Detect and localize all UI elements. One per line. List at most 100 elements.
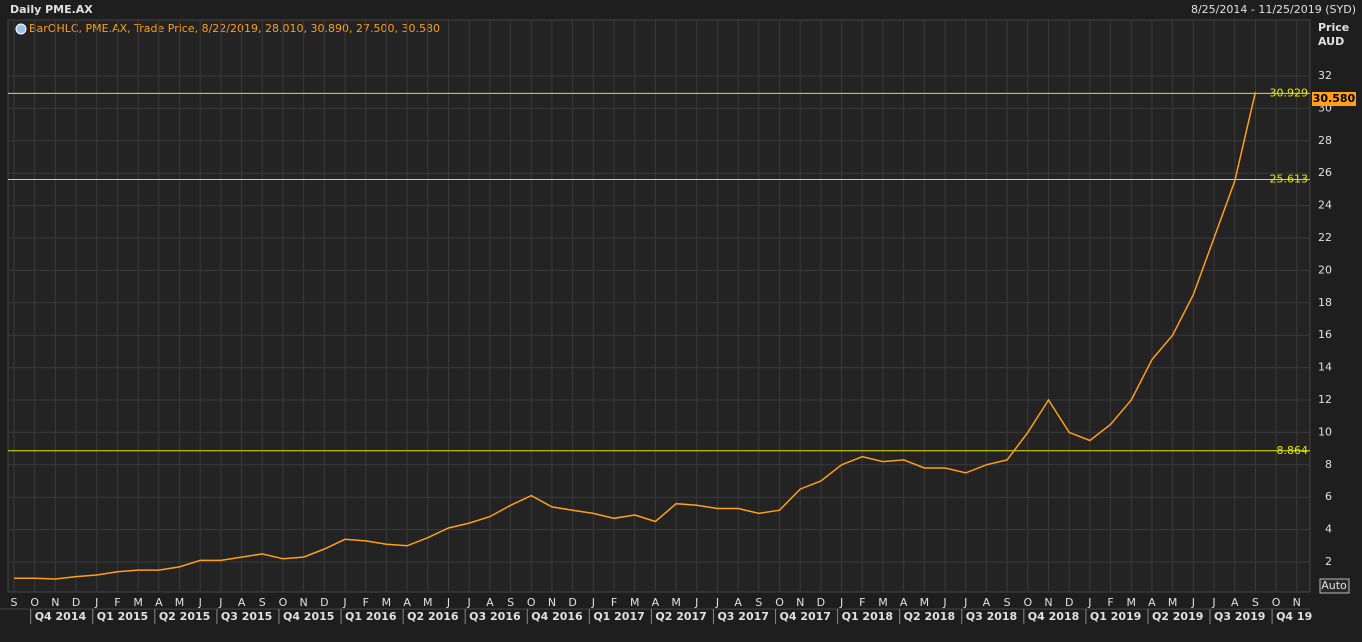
x-tick-label: D bbox=[320, 596, 328, 609]
y-tick-label: 18 bbox=[1318, 296, 1332, 309]
x-tick-label: A bbox=[983, 596, 991, 609]
x-tick-label: D bbox=[1065, 596, 1073, 609]
quarter-label: Q2 2018 bbox=[904, 610, 955, 623]
x-tick-label: J bbox=[963, 596, 967, 609]
reference-label: 8.864 bbox=[1277, 444, 1309, 457]
x-tick-label: M bbox=[1168, 596, 1178, 609]
price-line bbox=[14, 92, 1257, 580]
y-axis-label: Price bbox=[1318, 21, 1349, 34]
x-tick-label: F bbox=[611, 596, 617, 609]
x-tick-label: D bbox=[568, 596, 576, 609]
x-tick-label: J bbox=[942, 596, 946, 609]
quarter-label: Q4 2014 bbox=[35, 610, 87, 623]
x-tick-label: O bbox=[279, 596, 288, 609]
x-tick-label: J bbox=[591, 596, 595, 609]
quarter-label: Q4 2017 bbox=[780, 610, 831, 623]
x-tick-label: S bbox=[507, 596, 514, 609]
quarter-label: Q4 2015 bbox=[283, 610, 334, 623]
x-tick-label: M bbox=[630, 596, 640, 609]
x-tick-label: S bbox=[11, 596, 18, 609]
x-tick-label: M bbox=[423, 596, 433, 609]
x-tick-label: M bbox=[175, 596, 185, 609]
quarter-label: Q2 2015 bbox=[159, 610, 210, 623]
x-tick-label: M bbox=[133, 596, 143, 609]
y-axis-unit: AUD bbox=[1318, 35, 1344, 48]
y-tick-label: 6 bbox=[1325, 490, 1332, 503]
x-tick-label: A bbox=[734, 596, 742, 609]
auto-button[interactable] bbox=[1319, 578, 1350, 594]
quarter-label: Q1 2018 bbox=[842, 610, 893, 623]
quarter-label: Q3 2018 bbox=[966, 610, 1017, 623]
quarter-label: Q4 19 bbox=[1276, 610, 1312, 623]
x-tick-label: A bbox=[1231, 596, 1239, 609]
x-tick-label: A bbox=[486, 596, 494, 609]
x-tick-label: O bbox=[775, 596, 784, 609]
x-tick-label: A bbox=[652, 596, 660, 609]
x-tick-label: O bbox=[527, 596, 536, 609]
x-tick-label: A bbox=[900, 596, 908, 609]
quarter-label: Q1 2015 bbox=[97, 610, 148, 623]
x-tick-label: J bbox=[446, 596, 450, 609]
y-tick-label: 26 bbox=[1318, 166, 1332, 179]
x-tick-label: J bbox=[94, 596, 98, 609]
x-tick-label: F bbox=[363, 596, 369, 609]
x-tick-label: D bbox=[72, 596, 80, 609]
x-tick-label: N bbox=[1044, 596, 1052, 609]
y-tick-label: 14 bbox=[1318, 361, 1332, 374]
quarter-label: Q3 2015 bbox=[221, 610, 272, 623]
quarter-label: Q3 2016 bbox=[469, 610, 521, 623]
quarter-label: Q1 2019 bbox=[1090, 610, 1141, 623]
quarter-label: Q2 2016 bbox=[407, 610, 459, 623]
quarter-label: Q3 2017 bbox=[717, 610, 768, 623]
auto-button-label[interactable]: Auto bbox=[1321, 579, 1347, 592]
reference-label: 30.929 bbox=[1270, 86, 1309, 99]
x-tick-label: N bbox=[300, 596, 308, 609]
legend-text: BarOHLC, PME.AX, Trade Price, 8/22/2019,… bbox=[29, 22, 440, 35]
y-tick-label: 8 bbox=[1325, 458, 1332, 471]
x-tick-label: S bbox=[755, 596, 762, 609]
x-tick-label: O bbox=[1023, 596, 1032, 609]
x-tick-label: A bbox=[1148, 596, 1156, 609]
x-tick-label: D bbox=[817, 596, 825, 609]
x-tick-label: N bbox=[548, 596, 556, 609]
x-tick-label: N bbox=[51, 596, 59, 609]
y-tick-label: 4 bbox=[1325, 523, 1332, 536]
x-tick-label: M bbox=[878, 596, 888, 609]
y-tick-label: 20 bbox=[1318, 263, 1332, 276]
reference-label: 25.613 bbox=[1270, 172, 1309, 185]
x-tick-label: N bbox=[1293, 596, 1301, 609]
quarter-label: Q2 2019 bbox=[1152, 610, 1203, 623]
chart-title: Daily PME.AX bbox=[10, 3, 93, 16]
x-tick-label: A bbox=[403, 596, 411, 609]
x-tick-label: S bbox=[1004, 596, 1011, 609]
x-tick-label: J bbox=[1211, 596, 1215, 609]
x-tick-label: O bbox=[30, 596, 39, 609]
quarter-label: Q1 2016 bbox=[345, 610, 397, 623]
x-tick-label: M bbox=[1127, 596, 1137, 609]
quarter-label: Q1 2017 bbox=[593, 610, 644, 623]
y-tick-label: 22 bbox=[1318, 231, 1332, 244]
quarter-label: Q2 2017 bbox=[655, 610, 706, 623]
x-tick-label: F bbox=[1107, 596, 1113, 609]
y-tick-label: 2 bbox=[1325, 555, 1332, 568]
x-tick-label: M bbox=[382, 596, 392, 609]
x-tick-label: J bbox=[467, 596, 471, 609]
x-tick-label: A bbox=[155, 596, 163, 609]
x-tick-label: J bbox=[839, 596, 843, 609]
quarter-label: Q4 2016 bbox=[531, 610, 583, 623]
x-tick-label: N bbox=[796, 596, 804, 609]
y-tick-label: 16 bbox=[1318, 328, 1332, 341]
quarter-label: Q4 2018 bbox=[1028, 610, 1079, 623]
x-tick-label: A bbox=[238, 596, 246, 609]
date-range: 8/25/2014 - 11/25/2019 (SYD) bbox=[1191, 3, 1356, 16]
quarter-label: Q3 2019 bbox=[1214, 610, 1265, 623]
x-tick-label: S bbox=[1252, 596, 1259, 609]
last-price-box bbox=[1312, 92, 1356, 107]
x-tick-label: J bbox=[1191, 596, 1195, 609]
x-tick-label: J bbox=[715, 596, 719, 609]
x-tick-label: O bbox=[1272, 596, 1281, 609]
x-tick-label: S bbox=[259, 596, 266, 609]
x-tick-label: F bbox=[114, 596, 120, 609]
